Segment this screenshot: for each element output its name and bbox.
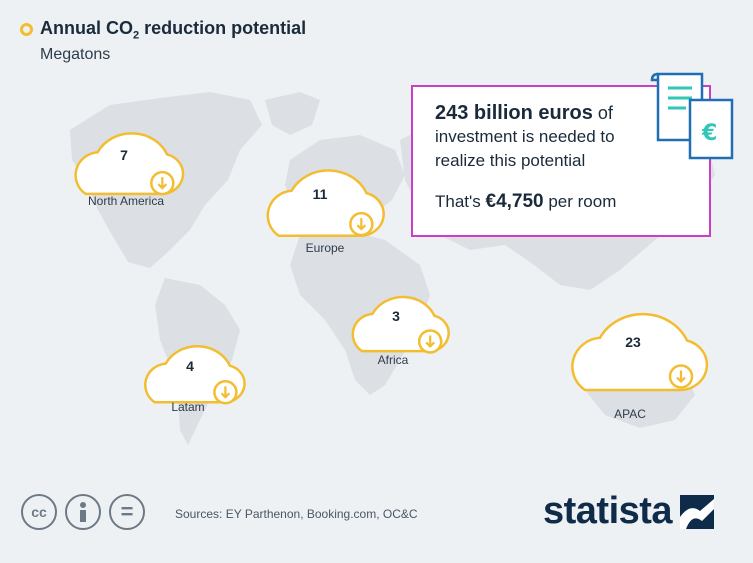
chart-title: Annual CO2 reduction potential: [40, 18, 306, 42]
region-value-label: 3: [392, 308, 400, 324]
statista-logo[interactable]: statista: [543, 490, 715, 533]
down-arrow-glyph: [356, 218, 367, 231]
title-post: reduction potential: [139, 18, 307, 38]
region-cloud: 23 APAC: [571, 312, 709, 421]
callout-line1: 243 billion euros of: [435, 101, 709, 125]
title-row: Annual CO2 reduction potential: [20, 18, 306, 42]
region-value-label: 11: [313, 186, 328, 202]
down-arrow-glyph: [676, 370, 686, 384]
cc-icon[interactable]: cc: [21, 494, 57, 530]
euro-receipt-icon: €: [650, 72, 734, 160]
title-pre: Annual CO: [40, 18, 133, 38]
per-amount: €4,750: [485, 191, 544, 212]
per-suffix: per room: [543, 192, 617, 211]
per-prefix: That's: [435, 192, 486, 211]
statista-mark-icon: [680, 494, 715, 529]
title-sub: 2: [133, 29, 140, 42]
region-value-label: 7: [120, 147, 128, 163]
region-name-label: Africa: [378, 353, 409, 367]
region-value-label: 23: [625, 334, 641, 350]
greenland-landmass: [265, 92, 320, 135]
chart-subtitle: Megatons: [40, 45, 111, 63]
license-icons: cc =: [21, 494, 145, 530]
title-dot-icon: [20, 23, 33, 37]
chart-header: Annual CO2 reduction potential Megatons: [20, 18, 306, 64]
callout-line2b: realize this potential: [435, 151, 586, 170]
info-person-icon[interactable]: [65, 494, 101, 530]
logo-text: statista: [543, 490, 673, 532]
equals-icon[interactable]: =: [109, 494, 145, 530]
region-cloud: 3 Africa: [351, 295, 450, 367]
svg-text:€: €: [701, 121, 717, 146]
down-arrow-glyph: [220, 386, 231, 399]
region-cloud: 11 Europe: [266, 169, 385, 255]
callout-amount: 243 billion euros: [435, 102, 593, 124]
region-name-label: APAC: [614, 407, 646, 421]
callout-per-room: That's €4,750 per room: [435, 191, 709, 213]
africa-landmass: [290, 230, 430, 395]
region-name-label: North America: [88, 194, 164, 208]
down-arrow-glyph: [425, 335, 435, 348]
region-value-label: 4: [186, 358, 194, 374]
region-cloud: 7 North America: [74, 132, 185, 208]
region-cloud: 4 Latam: [144, 345, 246, 414]
region-name-label: Europe: [306, 241, 345, 255]
region-name-label: Latam: [171, 400, 204, 414]
callout-line1-rest: of: [592, 103, 613, 123]
down-arrow-glyph: [157, 177, 168, 190]
callout-line2: investment is needed to: [435, 127, 615, 146]
sources-text: Sources: EY Parthenon, Booking.com, OC&C: [175, 507, 418, 521]
